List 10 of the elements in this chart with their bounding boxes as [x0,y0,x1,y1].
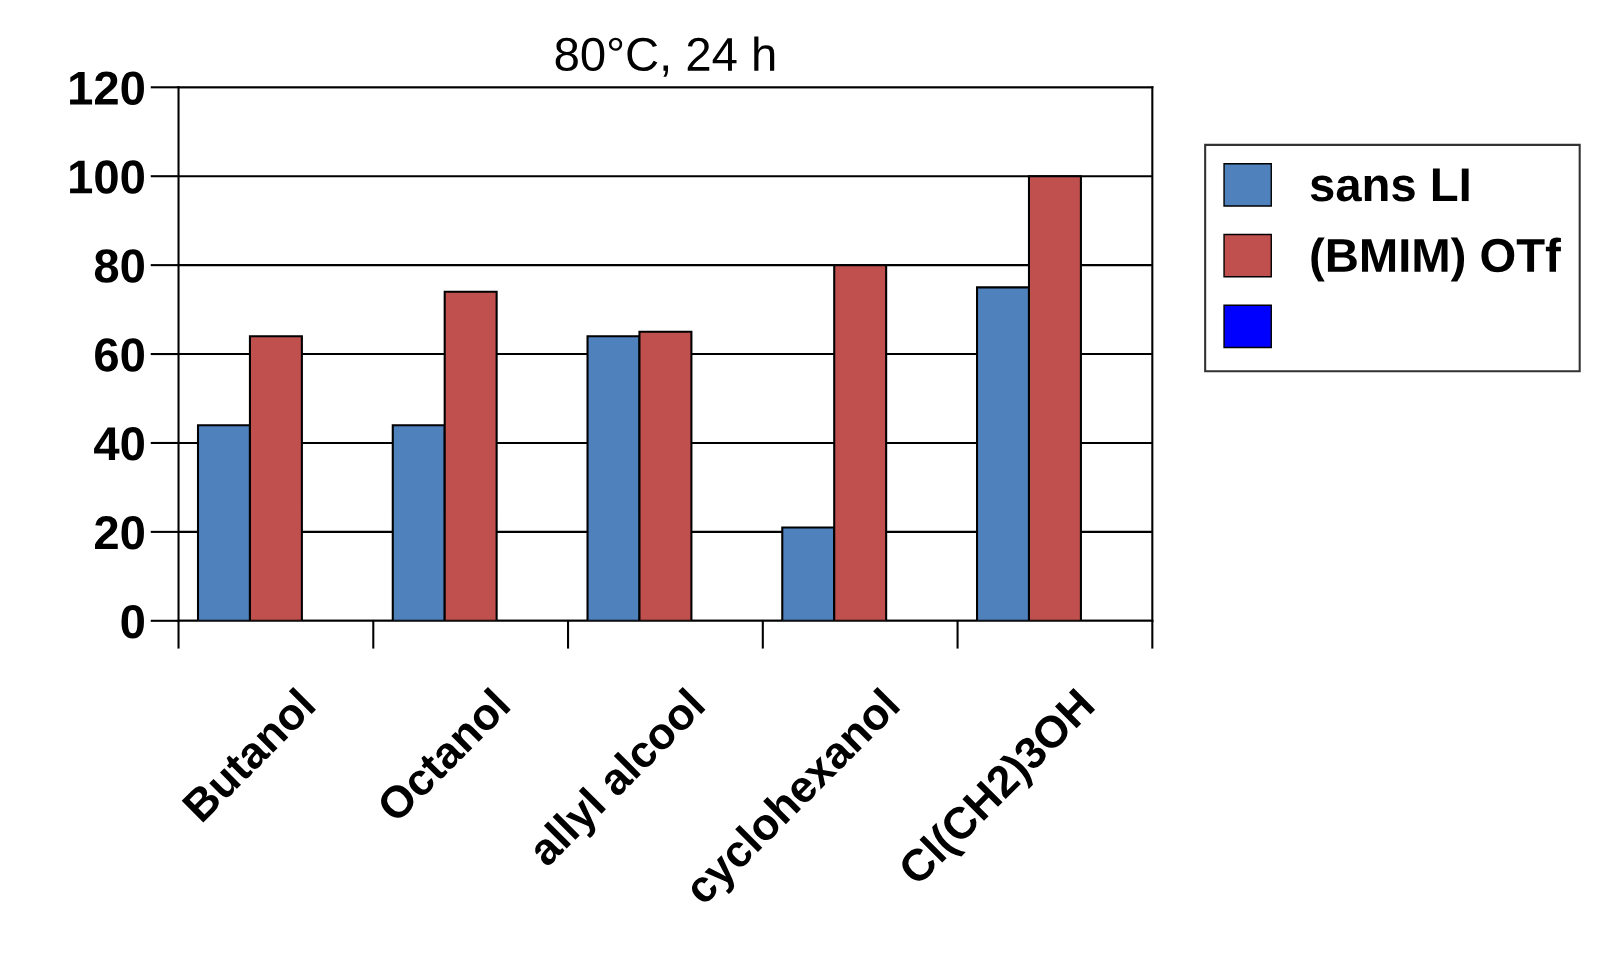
y-tick-label: 120 [70,71,144,105]
chart-title: 80°C, 24 h [555,36,775,77]
y-tick-label: 40 [94,427,144,461]
legend-label: sans LI [1310,168,1469,202]
legend-label: (BMIM) OTf [1311,237,1561,282]
y-tick-label: 20 [95,516,144,550]
y-tick-label: 60 [95,338,144,372]
y-tick-label: 0 [121,604,144,639]
y-tick-label: 80 [94,249,144,283]
y-tick-label: 100 [70,160,144,194]
